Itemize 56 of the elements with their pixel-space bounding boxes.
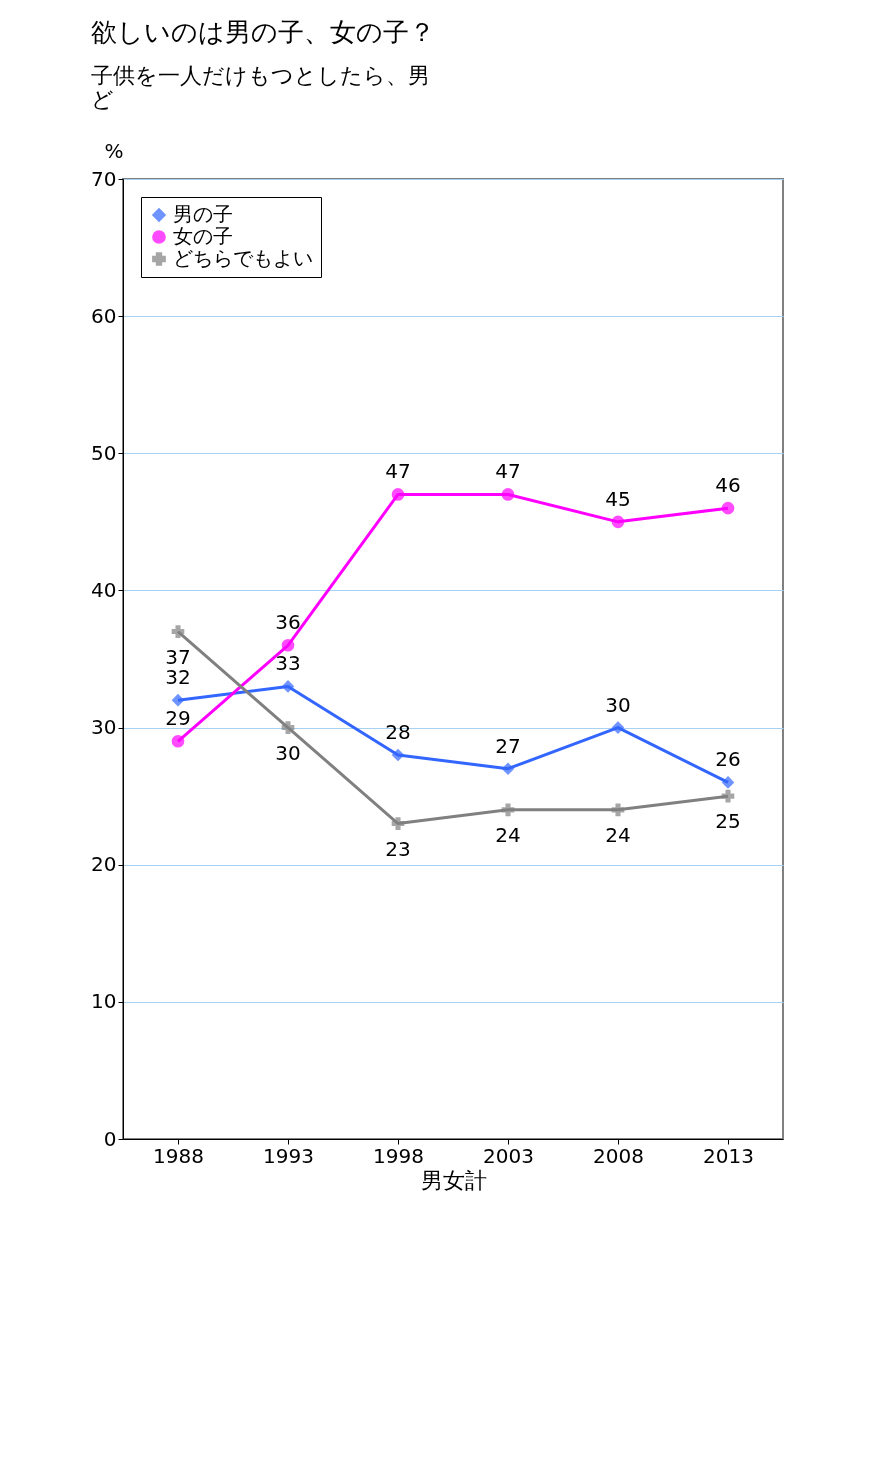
y-tick-label: 20 (91, 852, 117, 877)
y-tick-label: 40 (91, 577, 117, 602)
point (721, 501, 735, 515)
x-tick-label: 2008 (593, 1143, 644, 1168)
point (391, 748, 405, 762)
data-label: 30 (275, 740, 301, 765)
point (611, 803, 625, 817)
y-tick-label: 70 (91, 166, 117, 191)
data-label: 28 (385, 720, 411, 744)
y-tick-label: 0 (103, 1126, 117, 1151)
point (721, 776, 735, 789)
data-label: 29 (165, 706, 191, 731)
data-label: 25 (715, 809, 741, 834)
y-tick-label: 60 (91, 303, 117, 328)
point (721, 789, 735, 803)
data-label: 45 (605, 486, 631, 511)
x-tick-label: 1993 (263, 1143, 314, 1168)
point (171, 625, 185, 638)
data-label: 24 (605, 822, 631, 847)
point (281, 721, 295, 734)
x-tick-label: 1988 (153, 1143, 204, 1168)
y-tick-label: 50 (91, 440, 117, 465)
data-label: 36 (275, 610, 301, 635)
data-label: 47 (495, 459, 521, 484)
data-label: 23 (385, 836, 411, 861)
y-tick-label: 30 (91, 715, 117, 740)
x-tick-label: 2013 (703, 1143, 754, 1168)
point (171, 734, 185, 748)
data-label: 24 (495, 822, 521, 847)
y-tick-label: 10 (91, 989, 117, 1014)
point (501, 803, 515, 817)
x-axis-title: 男女計 (420, 1167, 487, 1193)
text: 子供を一人だけもつとしたら、男 (90, 63, 430, 88)
y-axis-title: % (104, 138, 124, 163)
point (391, 488, 405, 501)
point (281, 680, 295, 693)
point (171, 693, 185, 707)
point (501, 762, 515, 776)
legend-label: 男の子 (173, 202, 233, 226)
point (611, 721, 625, 734)
data-label: 30 (605, 692, 631, 717)
x-tick-label: 1998 (373, 1143, 424, 1168)
point (501, 488, 515, 501)
point (281, 638, 295, 652)
point (611, 515, 625, 529)
legend-label: 女の子 (173, 224, 233, 248)
data-label: 27 (495, 733, 521, 758)
text: ど (90, 87, 114, 112)
data-label: 47 (385, 459, 411, 484)
data-label: 46 (715, 473, 741, 498)
point (391, 817, 405, 830)
legend-label: どちらでもよい (173, 246, 313, 270)
x-tick-label: 2003 (483, 1143, 534, 1168)
data-label: 33 (275, 651, 301, 676)
chart-title: 欲しいのは男の子、女の子？ (90, 17, 435, 47)
data-label: 26 (715, 747, 741, 772)
